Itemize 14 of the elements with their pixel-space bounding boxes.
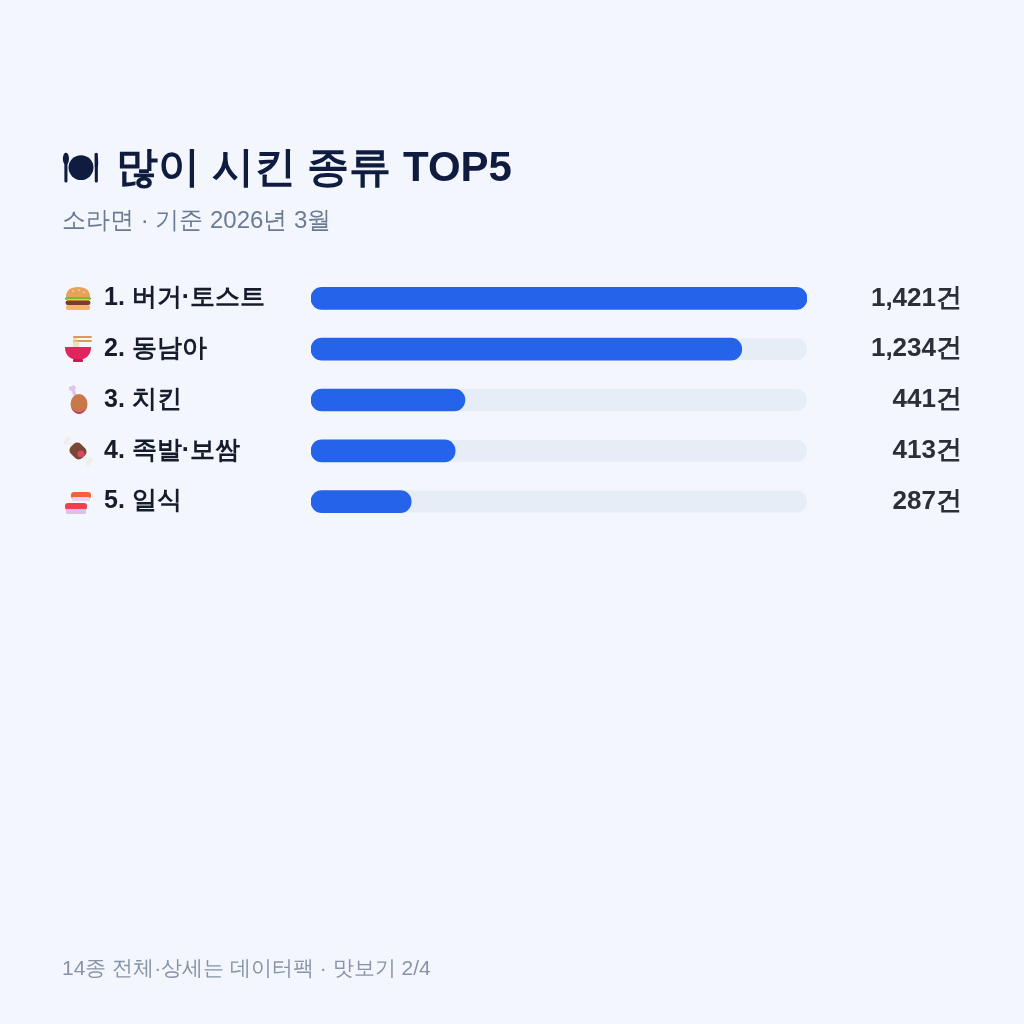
data-label: 413건 <box>892 433 962 464</box>
chart-subtitle: 소라면 · 기준 2026년 3월 <box>62 205 332 235</box>
y-tick-label: 5. 일식 <box>104 485 182 514</box>
bar <box>311 490 412 513</box>
data-label: 1,234건 <box>870 332 962 363</box>
y-tick-label: 2. 동남아 <box>104 333 207 362</box>
text: 14종 전체·상세는 데이터팩 · 맛보기 2/4 <box>62 955 431 981</box>
y-tick-label: 3. 치킨 <box>104 383 182 412</box>
y-tick-label: 1. 버거·토스트 <box>104 282 266 311</box>
y-tick-label: 4. 족발·보쌈 <box>104 434 241 463</box>
data-label: 441건 <box>892 383 962 414</box>
data-label: 287건 <box>892 484 962 515</box>
chart-title: 많이 시킨 종류 TOP5 <box>116 142 512 192</box>
data-label: 1,421건 <box>870 281 962 312</box>
